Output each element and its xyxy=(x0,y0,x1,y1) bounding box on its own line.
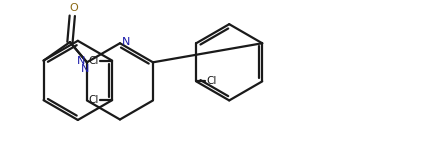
Text: N: N xyxy=(77,56,86,66)
Text: N: N xyxy=(121,37,130,47)
Text: N: N xyxy=(81,64,89,74)
Text: O: O xyxy=(70,3,78,13)
Text: Cl: Cl xyxy=(89,95,99,105)
Text: Cl: Cl xyxy=(89,56,99,66)
Text: Cl: Cl xyxy=(206,76,217,86)
